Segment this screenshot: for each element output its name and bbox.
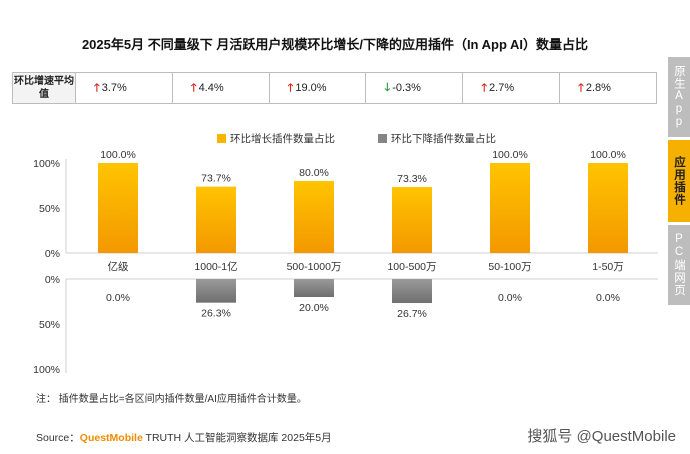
trend-arrow-icon: 🡑 (94, 81, 100, 94)
growth-rate-table: 环比增速平均值 🡑 3.7% 🡑 4.4% 🡑 19.0% 🡓 -0.3% 🡑 … (12, 72, 657, 104)
upper-tick-label: 0% (45, 248, 60, 260)
upper-tick-label: 100% (33, 158, 60, 170)
legend-decline-swatch (378, 134, 387, 143)
trend-arrow-icon: 🡑 (481, 81, 488, 94)
growth-value: 2.8% (585, 82, 611, 94)
trend-arrow-icon: 🡑 (578, 81, 584, 94)
category-label: 1000-1亿 (194, 260, 237, 273)
growth-cell: 🡑 3.7% (76, 73, 173, 103)
category-label: 1-50万 (592, 261, 624, 273)
footnote: 注： 插件数量占比=各区间内插件数量/AI应用插件合计数量。 (36, 394, 307, 405)
growth-table-header: 环比增速平均值 (13, 73, 76, 103)
trend-arrow-icon: 🡑 (287, 81, 294, 94)
watermark: 搜狐号 @QuestMobile (527, 428, 676, 445)
legend-growth-swatch (217, 134, 226, 143)
growth-value: -0.3% (392, 82, 421, 94)
decline-bar (392, 279, 432, 304)
tab-native-app[interactable]: 原生App (668, 57, 690, 137)
category-label: 亿级 (108, 260, 129, 273)
growth-value: 19.0% (295, 82, 327, 94)
growth-bar (98, 163, 138, 253)
growth-data-label: 100.0% (492, 149, 528, 161)
trend-arrow-icon: 🡓 (384, 81, 391, 94)
category-label: 100-500万 (387, 261, 436, 273)
growth-cell: 🡑 19.0% (270, 73, 367, 103)
tab-app-plugin[interactable]: 应用插件 (668, 140, 690, 222)
decline-data-label: 20.0% (299, 302, 329, 314)
upper-tick-label: 50% (39, 203, 60, 215)
lower-tick-label: 100% (33, 364, 60, 376)
growth-cell: 🡑 4.4% (173, 73, 270, 103)
decline-data-label: 26.7% (397, 308, 427, 320)
growth-value: 4.4% (198, 82, 224, 94)
growth-value: 2.7% (489, 82, 515, 94)
growth-bar (294, 181, 334, 253)
legend-decline-label: 环比下降插件数量占比 (391, 133, 496, 145)
growth-data-label: 73.3% (397, 173, 427, 185)
growth-bar (588, 163, 628, 253)
growth-data-label: 73.7% (201, 173, 231, 185)
growth-cell: 🡓 -0.3% (366, 73, 464, 103)
decline-data-label: 0.0% (596, 292, 620, 304)
decline-bar (196, 279, 236, 303)
source-line: Source：QuestMobile TRUTH 人工智能洞察数据库 2025年… (36, 430, 332, 445)
growth-data-label: 100.0% (100, 149, 136, 161)
source-brand: QuestMobile (79, 432, 143, 444)
legend-growth: 环比增长插件数量占比 (217, 131, 335, 146)
growth-cell: 🡑 2.7% (463, 73, 561, 103)
decline-data-label: 0.0% (498, 292, 522, 304)
source-prefix: Source： (36, 432, 80, 444)
growth-data-label: 100.0% (590, 149, 626, 161)
lower-tick-label: 0% (45, 274, 60, 286)
growth-bar (392, 187, 432, 253)
side-tabs: 原生App 应用插件 PC端网页 (668, 57, 690, 308)
growth-value: 3.7% (101, 82, 127, 94)
tab-pc-web[interactable]: PC端网页 (668, 225, 690, 305)
lower-tick-label: 50% (39, 319, 60, 331)
legend-growth-label: 环比增长插件数量占比 (230, 133, 335, 145)
page-title: 2025年5月 不同量级下 月活跃用户规模环比增长/下降的应用插件（In App… (81, 37, 589, 52)
growth-data-label: 80.0% (299, 167, 329, 179)
source-rest: TRUTH 人工智能洞察数据库 2025年5月 (142, 432, 332, 444)
trend-arrow-icon: 🡑 (190, 81, 197, 94)
category-label: 50-100万 (488, 261, 531, 273)
legend-decline: 环比下降插件数量占比 (378, 131, 496, 146)
category-label: 500-1000万 (287, 261, 342, 273)
decline-data-label: 0.0% (106, 292, 130, 304)
growth-cell: 🡑 2.8% (560, 73, 656, 103)
decline-data-label: 26.3% (201, 308, 231, 320)
growth-bar (196, 186, 236, 253)
decline-bar (294, 279, 334, 297)
growth-bar (490, 163, 530, 253)
